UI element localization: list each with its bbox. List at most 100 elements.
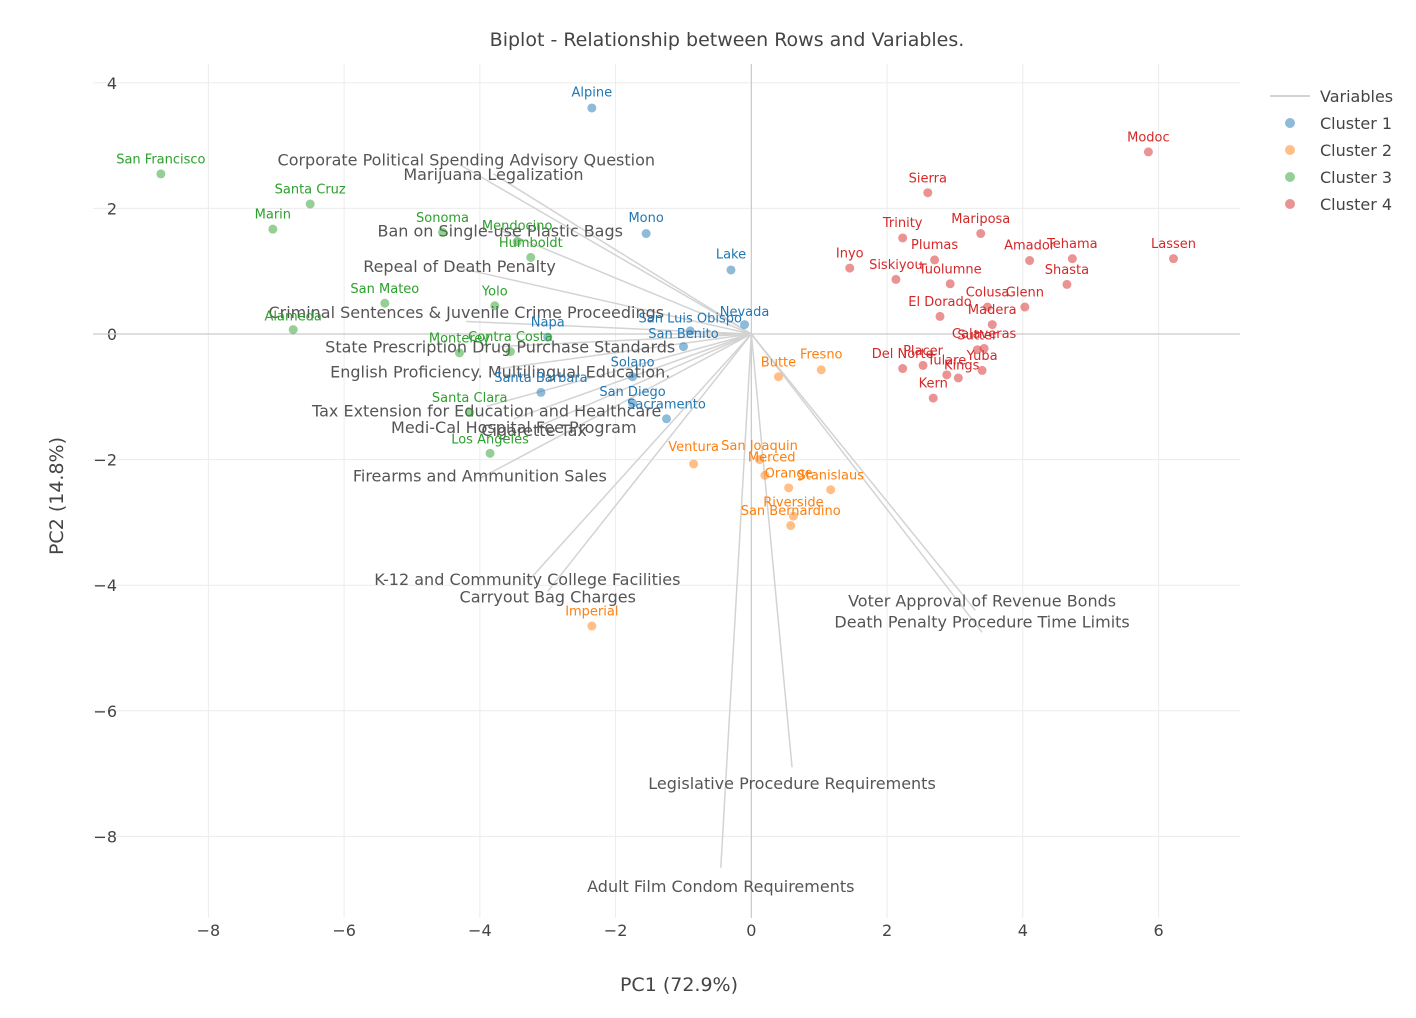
point-label: Tulare <box>926 353 966 368</box>
point-label: San Francisco <box>116 152 205 167</box>
x-tick-label: 2 <box>882 921 892 940</box>
variable-vector <box>499 229 752 335</box>
variable-vector <box>750 333 976 611</box>
legend: Variables Cluster 1 Cluster 2 Cluster 3 Clus… <box>1270 87 1393 214</box>
data-point <box>845 263 855 273</box>
point-label: Del Norte <box>872 347 934 362</box>
point-label: Contra Costa <box>468 330 553 345</box>
point-label: San Mateo <box>350 282 419 297</box>
legend-entry: Variables <box>1320 87 1393 106</box>
variable-label: Tax Extension for Education and Healthca… <box>311 402 661 421</box>
y-tick-label: −4 <box>93 576 117 595</box>
point-label: Ventura <box>668 440 719 455</box>
point-label: Placer <box>903 344 944 359</box>
x-axis-label: PC1 (72.9%) <box>620 974 738 996</box>
point-label: Los Angeles <box>451 433 529 448</box>
variable-vector <box>466 320 752 335</box>
point-label: Kern <box>919 377 948 392</box>
x-tick-label: 4 <box>1018 921 1028 940</box>
variable-vector <box>479 333 752 480</box>
variable-label: English Proficiency. Multilingual Educat… <box>330 363 670 382</box>
variable-label: Corporate Political Spending Advisory Qu… <box>278 150 656 169</box>
point-label: Butte <box>761 355 796 370</box>
legend-swatch-dot <box>1285 118 1295 128</box>
data-point <box>587 103 597 113</box>
point-label: Lassen <box>1151 237 1196 252</box>
data-point <box>816 365 826 375</box>
point-label: Modoc <box>1127 130 1170 145</box>
data-point <box>930 255 940 265</box>
data-point <box>726 265 736 275</box>
variable-label: Voter Approval of Revenue Bonds <box>848 591 1116 610</box>
point-label: Plumas <box>911 238 958 253</box>
variable-vector <box>459 163 752 335</box>
variable-labels: Corporate Political Spending Advisory Qu… <box>268 150 1129 896</box>
point-label: San Joaquin <box>721 439 798 454</box>
data-point <box>543 332 553 342</box>
variable-vector <box>493 173 752 335</box>
point-label: Siskiyou <box>869 258 923 273</box>
gridlines <box>93 64 1240 918</box>
data-point <box>662 414 671 424</box>
data-point <box>587 621 597 631</box>
point-label: Yuba <box>966 349 998 364</box>
point-label: Sonoma <box>416 211 469 226</box>
point-label: Colusa <box>966 286 1010 301</box>
data-point <box>740 320 750 330</box>
point-label: Humboldt <box>499 236 563 251</box>
data-point <box>987 320 997 330</box>
variable-label: Cigarette Tax <box>481 421 587 440</box>
data-point <box>678 342 688 352</box>
point-label: Amador <box>1004 238 1056 253</box>
point-label: Calaveras <box>952 327 1017 342</box>
y-tick-label: 2 <box>107 199 117 218</box>
data-point <box>898 233 908 243</box>
point-label: El Dorado <box>908 295 971 310</box>
point-label: Stanislaus <box>797 468 864 483</box>
variable-label: Ban on Single-use Plastic Bags <box>377 221 623 240</box>
data-point <box>786 521 796 531</box>
variable-label: Firearms and Ammunition Sales <box>353 466 607 485</box>
point-label: Inyo <box>836 247 864 262</box>
variable-vector <box>547 333 752 592</box>
variable-label: State Prescription Drug Purchase Standar… <box>325 338 675 357</box>
y-axis-label: PC2 (14.8%) <box>46 437 68 555</box>
chart-title: Biplot - Relationship between Rows and V… <box>490 29 965 51</box>
row-points <box>156 103 1178 631</box>
variable-label: Death Penalty Procedure Time Limits <box>834 613 1129 632</box>
legend-entry: Cluster 4 <box>1320 195 1392 214</box>
point-label: Kings <box>944 358 980 373</box>
point-label: Santa Cruz <box>275 183 346 198</box>
point-label: Yolo <box>481 284 508 299</box>
point-label: Santa Barbara <box>494 371 587 386</box>
data-point <box>454 348 464 358</box>
legend-swatch-dot <box>1285 199 1295 209</box>
point-label: San Diego <box>599 385 665 400</box>
variable-label: Adult Film Condom Requirements <box>587 877 854 896</box>
variable-vector <box>500 333 752 370</box>
point-label: Merced <box>748 451 796 466</box>
data-point <box>268 224 278 234</box>
data-point <box>784 483 794 493</box>
data-point <box>977 365 987 375</box>
data-point <box>628 372 638 382</box>
x-tick-label: −4 <box>468 921 492 940</box>
point-label: Madera <box>968 303 1017 318</box>
data-point <box>628 398 638 408</box>
data-point <box>953 373 963 383</box>
point-label: Lake <box>716 247 746 262</box>
point-label: Nevada <box>720 305 770 320</box>
data-point <box>490 301 500 311</box>
point-label: Monterey <box>429 331 491 346</box>
data-point <box>465 408 475 418</box>
variable-label: Carryout Bag Charges <box>460 587 636 606</box>
legend-entry: Cluster 1 <box>1320 114 1392 133</box>
data-point <box>380 298 390 308</box>
data-point <box>438 227 448 237</box>
data-point <box>898 364 908 374</box>
point-label: Alpine <box>572 85 613 100</box>
point-label: San Bernardino <box>741 504 841 519</box>
data-point <box>942 370 952 380</box>
